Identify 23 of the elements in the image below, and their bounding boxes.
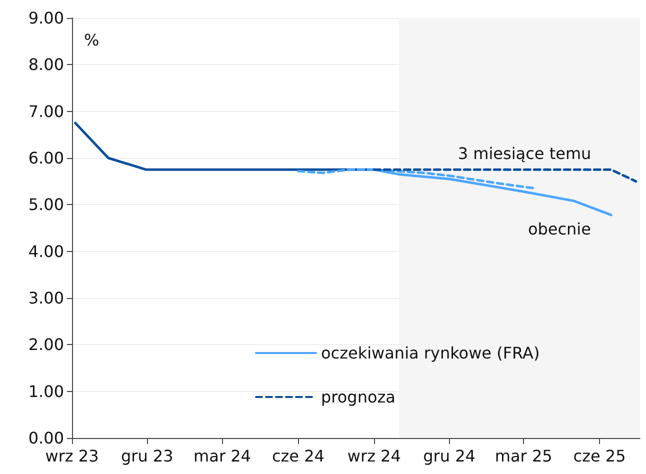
x-tick-label: wrz 24 (347, 446, 401, 466)
legend-label: prognoza (321, 388, 396, 406)
y-tick-label: 9.00 (28, 8, 64, 28)
x-tick-label: mar 24 (194, 446, 251, 466)
y-tick-label: 1.00 (28, 382, 64, 401)
y-tick-label: 2.00 (28, 335, 64, 354)
x-tick-label: wrz 23 (45, 446, 99, 466)
annotation: obecnie (528, 219, 591, 238)
y-tick-label: 6.00 (28, 148, 64, 168)
x-tick-label: gru 24 (423, 446, 476, 466)
y-tick-label: 4.00 (28, 242, 64, 261)
x-tick-label: mar 25 (494, 446, 552, 466)
x-tick-label: cze 24 (272, 446, 324, 466)
y-tick-label: 0.00 (28, 428, 64, 448)
x-tick-label: gru 23 (120, 446, 174, 466)
y-tick-label: 8.00 (28, 55, 64, 74)
annotation: 3 miesiące temu (458, 144, 592, 164)
legend-label: oczekiwania rynkowe (FRA) (321, 344, 540, 362)
y-tick-label: 7.00 (28, 102, 64, 121)
x-tick-label: cze 25 (573, 446, 626, 466)
y-tick-label: 3.00 (28, 288, 64, 308)
y-tick-label: 5.00 (28, 195, 64, 214)
y-axis-title: % (84, 30, 100, 50)
